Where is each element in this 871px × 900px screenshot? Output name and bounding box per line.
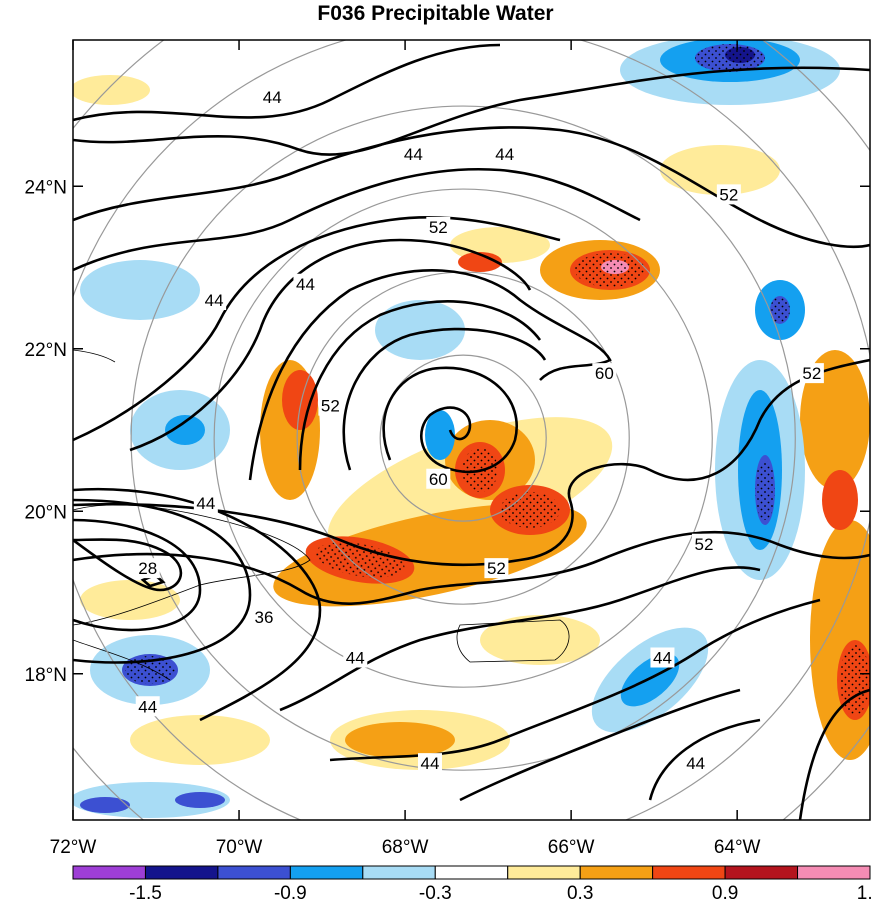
contour-label: 60	[429, 470, 448, 489]
contour-label-bg	[417, 753, 442, 774]
contour-labels: 44 44 44 52 52 44 44 60 52 52 60 44 52 52 28 36 44 44 44 44…	[135, 86, 824, 774]
colorbar-label: -0.3	[419, 883, 452, 900]
colorbar-swatch	[797, 865, 871, 880]
contour-label: 44	[404, 145, 423, 164]
colorbar-swatch	[652, 865, 726, 880]
contour-label-bg	[426, 468, 451, 489]
latitude-axis: 24°N 22°N 20°N 18°N	[25, 177, 870, 686]
contour-label-bg	[683, 753, 708, 774]
range-ring	[379, 354, 547, 522]
x-tick-label: 66°W	[548, 837, 595, 858]
contour-label-bg	[293, 273, 318, 294]
colorbar-label: -1.5	[129, 883, 162, 900]
contour-label-bg	[135, 558, 160, 579]
y-tick-label: 22°N	[25, 340, 67, 361]
contour-label-bg	[135, 696, 160, 717]
contour-label-bg	[193, 493, 218, 514]
contour-label: 44	[205, 291, 224, 310]
colorbar-label: 1.5	[857, 883, 871, 900]
range-ring	[213, 188, 713, 688]
contour-label: 44	[653, 649, 672, 668]
y-tick-label: 18°N	[25, 665, 67, 686]
contour-label: 52	[487, 559, 506, 578]
contour-label-bg	[799, 363, 824, 384]
contour-label-bg	[202, 290, 227, 310]
colorbar-swatch	[507, 865, 581, 880]
contour-label: 44	[263, 88, 282, 107]
colorbar-swatch	[579, 865, 654, 880]
x-tick-label: 72°W	[50, 837, 97, 858]
contour-label-bg	[592, 363, 617, 384]
y-tick-label: 24°N	[25, 177, 67, 198]
plot-frame	[72, 39, 871, 821]
x-tick-label: 64°W	[714, 837, 761, 858]
x-tick-label: 68°W	[382, 837, 429, 858]
contour-label-bg	[484, 558, 509, 579]
contour-label-bg	[260, 86, 285, 107]
pw-contours	[73, 43, 870, 820]
colorbar-swatch	[144, 865, 219, 880]
contour-label-bg	[343, 647, 368, 668]
contour-label-bg	[650, 647, 675, 668]
contour-label: 44	[421, 754, 440, 773]
contour-label: 52	[321, 397, 340, 416]
contour-label: 52	[694, 535, 713, 554]
colorbar: -1.5 -0.9 -0.3 0.3 0.9 1.5	[72, 865, 871, 900]
contour-label: 44	[495, 145, 514, 164]
contour-label: 44	[296, 275, 315, 294]
contour-label-bg	[492, 143, 517, 164]
contour-label-bg	[716, 184, 741, 205]
colorbar-label: 0.3	[567, 883, 593, 900]
y-tick-label: 20°N	[25, 502, 67, 523]
contour-label: 28	[138, 559, 157, 578]
contour-label: 52	[429, 218, 448, 237]
colorbar-label: -0.9	[274, 883, 307, 900]
contour-label-bg	[401, 143, 426, 164]
contour-label-bg	[251, 606, 276, 627]
contour-label: 36	[254, 608, 273, 627]
contour-label-bg	[691, 533, 716, 554]
range-ring	[130, 105, 796, 771]
colorbar-swatch	[434, 865, 509, 880]
contour-label-bg	[318, 395, 343, 416]
map-title: F036 Precipitable Water	[317, 2, 554, 25]
contour-label: 44	[686, 754, 705, 773]
contour-label: 60	[595, 364, 614, 383]
colorbar-swatch	[362, 865, 436, 880]
colorbar-swatch	[72, 865, 146, 880]
colorbar-swatch	[724, 865, 799, 880]
contour-label-bg	[426, 216, 451, 237]
contour-label: 44	[346, 649, 365, 668]
longitude-axis: 72°W 70°W 68°W 66°W 64°W	[50, 40, 761, 858]
colorbar-swatch	[289, 865, 364, 880]
x-tick-label: 70°W	[216, 837, 263, 858]
colorbar-swatch	[217, 865, 291, 880]
contour-label: 44	[196, 494, 215, 513]
contour-label: 44	[138, 697, 157, 716]
contour-label: 52	[719, 185, 738, 204]
colorbar-label: 0.9	[712, 883, 738, 900]
contour-label: 52	[802, 364, 821, 383]
